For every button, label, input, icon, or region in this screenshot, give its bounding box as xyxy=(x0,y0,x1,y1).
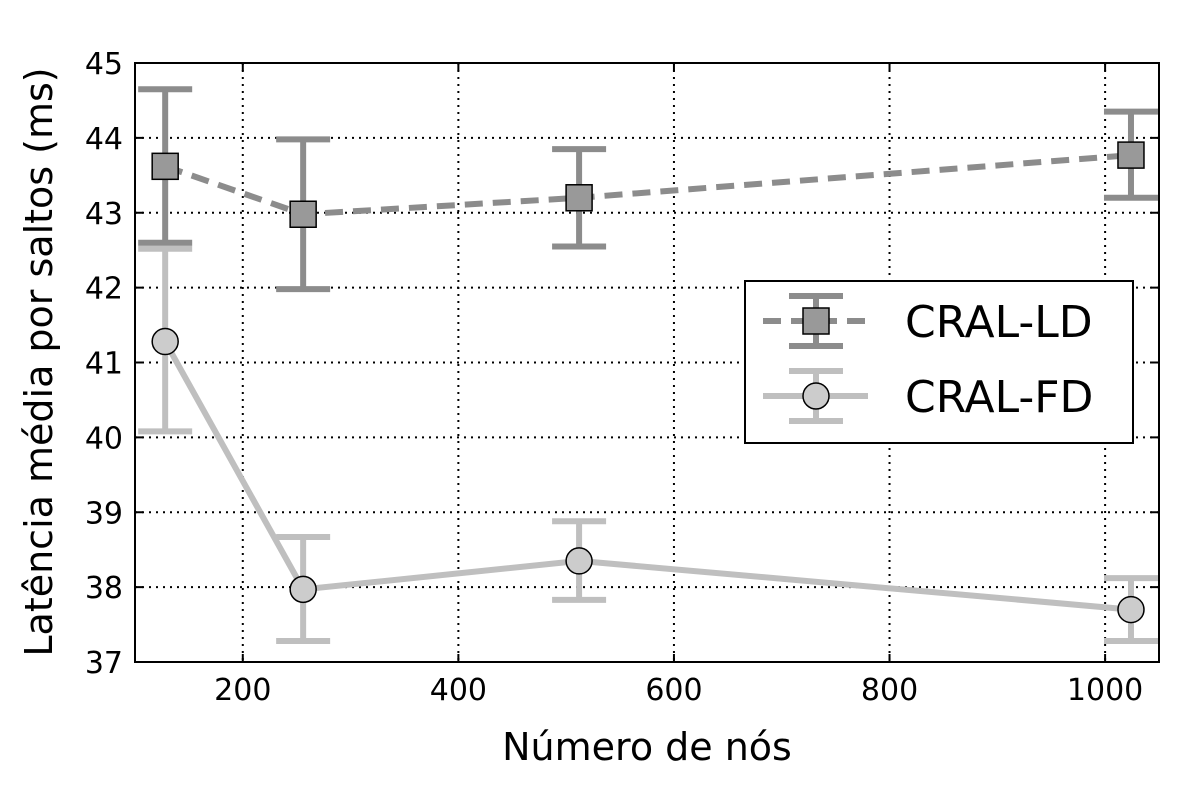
legend-entry: CRAL-FD xyxy=(763,368,1093,424)
legend-marker xyxy=(802,382,830,410)
legend-entry: CRAL-LD xyxy=(763,293,1093,349)
y-axis-label: Latência média por saltos (ms) xyxy=(17,67,61,656)
legend-label: CRAL-LD xyxy=(905,297,1093,348)
y-tick-label: 45 xyxy=(85,47,123,82)
y-tick-label: 38 xyxy=(85,571,123,606)
x-tick-label: 400 xyxy=(430,673,487,708)
legend-label: CRAL-FD xyxy=(905,372,1093,423)
data-point xyxy=(289,200,317,228)
series-line xyxy=(162,340,1132,613)
y-tick-label: 37 xyxy=(85,646,123,681)
y-tick-label: 41 xyxy=(85,347,123,382)
data-point xyxy=(151,327,179,356)
grid xyxy=(135,63,1159,662)
x-axis-label: Número de nós xyxy=(502,725,792,769)
x-tick-label: 800 xyxy=(861,673,918,708)
data-point xyxy=(289,575,317,604)
series-cral-ld xyxy=(138,86,1158,293)
series-cral-fd xyxy=(138,245,1158,645)
series-line xyxy=(164,152,1132,218)
legend-items: CRAL-LD CRAL-FD xyxy=(763,293,1093,424)
x-tick-label: 1000 xyxy=(1067,673,1143,708)
plot-area xyxy=(138,86,1158,645)
data-point xyxy=(1117,141,1145,169)
y-tick-label: 39 xyxy=(85,496,123,531)
data-point xyxy=(565,184,593,212)
data-point xyxy=(565,547,593,575)
y-tick-label: 43 xyxy=(85,197,123,232)
axis-ticks: 200 400 600 800 1000 37 38 39 40 41 42 43 44 45 xyxy=(85,47,1159,708)
x-tick-label: 200 xyxy=(214,673,271,708)
x-tick-label: 600 xyxy=(645,673,702,708)
data-point xyxy=(151,152,179,181)
legend: CRAL-LD CRAL-FD xyxy=(744,280,1134,444)
y-tick-label: 44 xyxy=(85,122,123,157)
legend-marker xyxy=(802,307,830,335)
y-tick-label: 42 xyxy=(85,272,123,307)
data-point xyxy=(1117,595,1145,624)
y-tick-label: 40 xyxy=(85,421,123,456)
